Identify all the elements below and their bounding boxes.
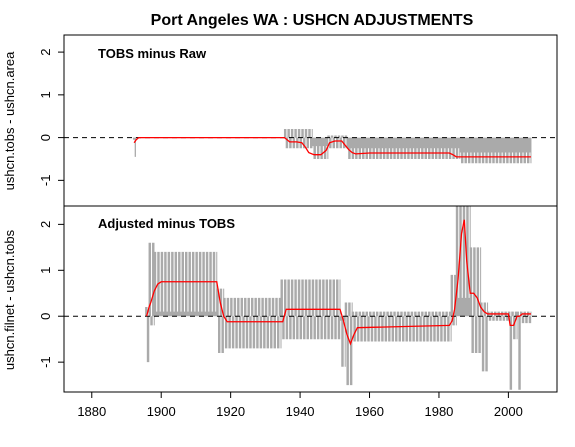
monthly-segment-tobs-minus-raw-3	[311, 137, 329, 159]
y-tick-label-adjusted-minus-tobs-3: 2	[38, 221, 53, 228]
monthly-segment-adjusted-minus-tobs-0	[145, 307, 150, 363]
monthly-segment-adjusted-minus-tobs-4	[223, 297, 282, 349]
panel-tobs-minus-raw: TOBS minus Raw ushcn.tobs - ushcn.area -…	[2, 34, 558, 207]
panel-adjusted-minus-tobs: Adjusted minus TOBS ushcn.filnet - ushcn…	[2, 205, 558, 393]
y-axis-adjusted-minus-tobs: -1 0 1 2	[38, 221, 64, 368]
x-tick-label-4: 1960	[355, 404, 384, 419]
x-tick-label-2: 1920	[216, 404, 245, 419]
panel-frame-adjusted-minus-tobs	[63, 205, 558, 393]
panel-label-tobs-minus-raw: TOBS minus Raw	[98, 46, 207, 61]
smoothed-line-adjusted-minus-tobs	[146, 219, 531, 346]
panel-label-adjusted-minus-tobs: Adjusted minus TOBS	[98, 216, 235, 231]
monthly-segment-adjusted-minus-tobs-16	[516, 311, 522, 390]
x-tick-label-0: 1880	[77, 404, 106, 419]
monthly-segment-tobs-minus-raw-5	[346, 137, 461, 159]
plot-layer-adjusted-minus-tobs	[64, 206, 557, 390]
monthly-segment-tobs-minus-raw-2	[283, 129, 313, 149]
y-tick-label-adjusted-minus-tobs-0: -1	[38, 356, 53, 368]
monthly-segment-adjusted-minus-tobs-5	[280, 279, 341, 340]
monthly-segment-adjusted-minus-tobs-3	[216, 288, 225, 353]
monthly-segment-adjusted-minus-tobs-11	[469, 247, 482, 353]
monthly-segment-adjusted-minus-tobs-1	[148, 242, 155, 326]
monthly-segment-adjusted-minus-tobs-6	[339, 316, 346, 367]
plot-layer-tobs-minus-raw	[64, 129, 557, 164]
chart-title: Port Angeles WA : USHCN ADJUSTMENTS	[151, 12, 474, 29]
x-tick-label-3: 1940	[286, 404, 315, 419]
monthly-segment-adjusted-minus-tobs-15	[511, 311, 518, 340]
monthly-segment-adjusted-minus-tobs-7	[344, 302, 353, 386]
y-tick-label-tobs-minus-raw-3: 2	[38, 48, 53, 55]
x-tick-label-5: 1980	[424, 404, 453, 419]
y-tick-label-tobs-minus-raw-1: 0	[38, 134, 53, 141]
y-axis-tobs-minus-raw: -1 0 1 2	[38, 48, 64, 186]
monthly-segment-adjusted-minus-tobs-8	[351, 311, 452, 342]
x-axis: 1880 1900 1920 1940 1960 1980 2000	[77, 392, 523, 419]
smoothed-line-tobs-minus-raw	[133, 136, 531, 158]
y-axis-label-adjusted-minus-tobs: ushcn.filnet - ushcn.tobs	[2, 229, 17, 370]
y-tick-label-tobs-minus-raw-0: -1	[38, 175, 53, 187]
monthly-segment-tobs-minus-raw-0	[132, 137, 136, 157]
monthly-segment-tobs-minus-raw-6	[459, 137, 532, 164]
monthly-segment-adjusted-minus-tobs-2	[153, 251, 218, 317]
y-tick-label-adjusted-minus-tobs-2: 1	[38, 267, 53, 274]
x-tick-label-1: 1900	[147, 404, 176, 419]
x-tick-label-6: 2000	[494, 404, 523, 419]
y-tick-label-adjusted-minus-tobs-1: 0	[38, 313, 53, 320]
y-tick-label-tobs-minus-raw-2: 1	[38, 91, 53, 98]
y-axis-label-tobs-minus-raw: ushcn.tobs - ushcn.area	[2, 51, 17, 191]
